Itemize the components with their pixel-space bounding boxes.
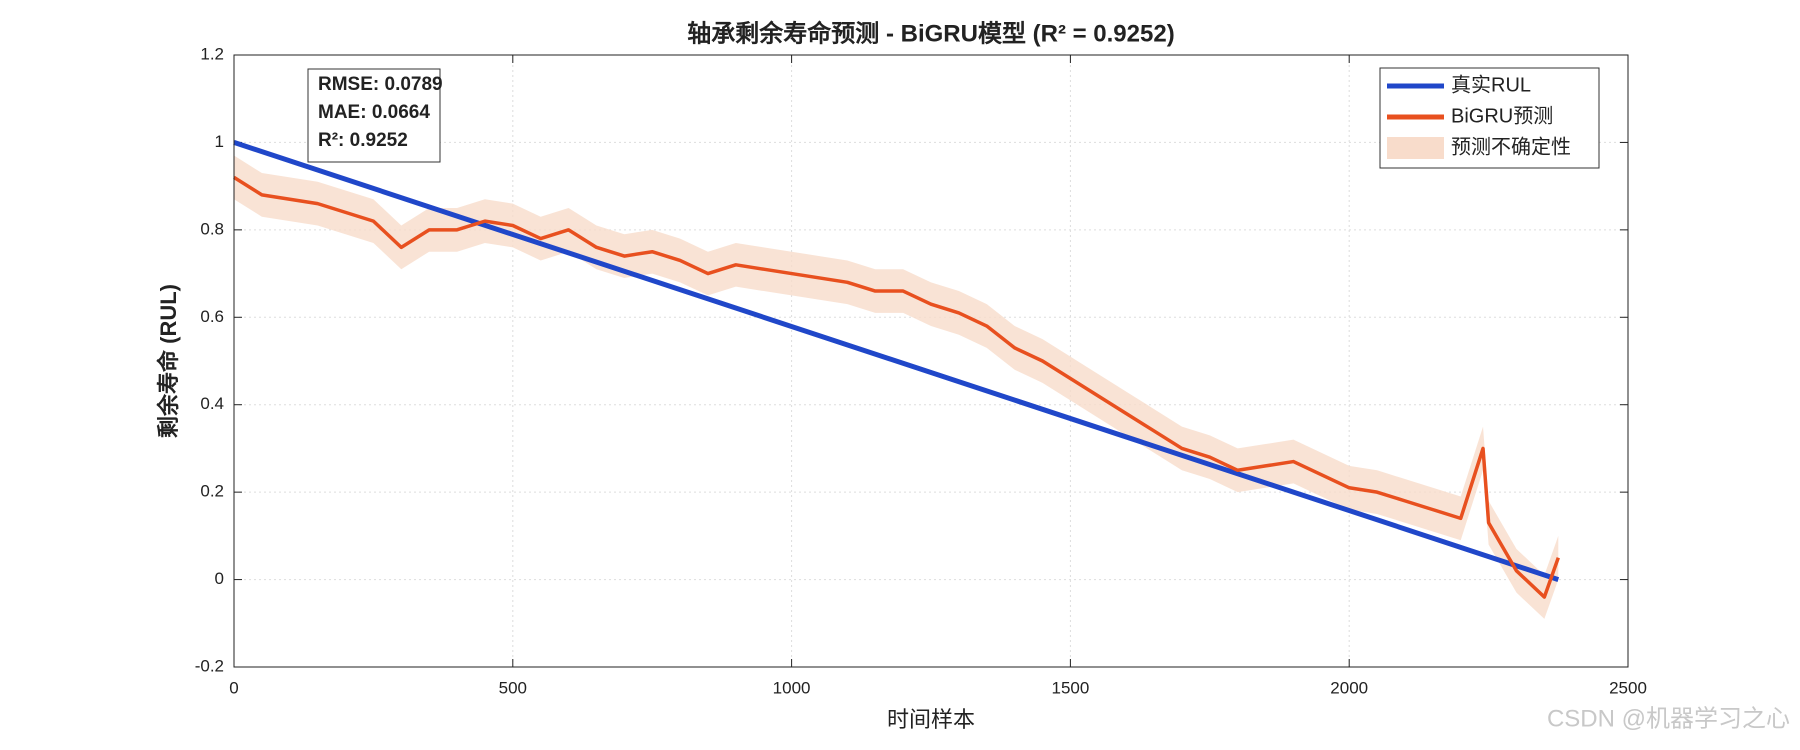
- watermark: CSDN @机器学习之心: [1547, 705, 1790, 732]
- y-tick-label: 1.2: [200, 44, 224, 63]
- stats-text: R²: 0.9252: [318, 130, 408, 151]
- x-tick-label: 0: [229, 678, 238, 697]
- y-tick-label: 1: [215, 132, 224, 151]
- y-axis-label: 剩余寿命 (RUL): [156, 284, 181, 438]
- uncertainty-band: [234, 155, 1559, 619]
- y-tick-label: 0.6: [200, 307, 224, 326]
- legend-swatch: [1387, 137, 1444, 159]
- legend-label: BiGRU预测: [1451, 104, 1553, 127]
- series-line: [233, 140, 1560, 582]
- y-tick-label: 0.4: [200, 394, 224, 413]
- stats-text: MAE: 0.0664: [318, 102, 430, 123]
- stats-box: [307, 68, 441, 163]
- x-tick-label: 1000: [773, 678, 811, 697]
- y-tick-label: 0: [215, 569, 224, 588]
- legend-label: 预测不确定性: [1451, 135, 1571, 158]
- x-tick-label: 1500: [1051, 678, 1089, 697]
- y-tick-label: 0.8: [200, 219, 224, 238]
- series-line: [233, 175, 1560, 599]
- x-tick-label: 2500: [1609, 678, 1647, 697]
- plot-frame: [233, 54, 1629, 668]
- stats-text: RMSE: 0.0789: [318, 74, 443, 95]
- chart-title: 轴承剩余寿命预测 - BiGRU模型 (R² = 0.9252): [687, 19, 1174, 47]
- x-tick-label: 2000: [1330, 678, 1368, 697]
- x-tick-label: 500: [499, 678, 527, 697]
- y-tick-label: 0.2: [200, 482, 224, 501]
- x-axis-label: 时间样本: [887, 707, 975, 732]
- legend-label: 真实RUL: [1451, 73, 1531, 96]
- y-tick-label: -0.2: [195, 656, 224, 675]
